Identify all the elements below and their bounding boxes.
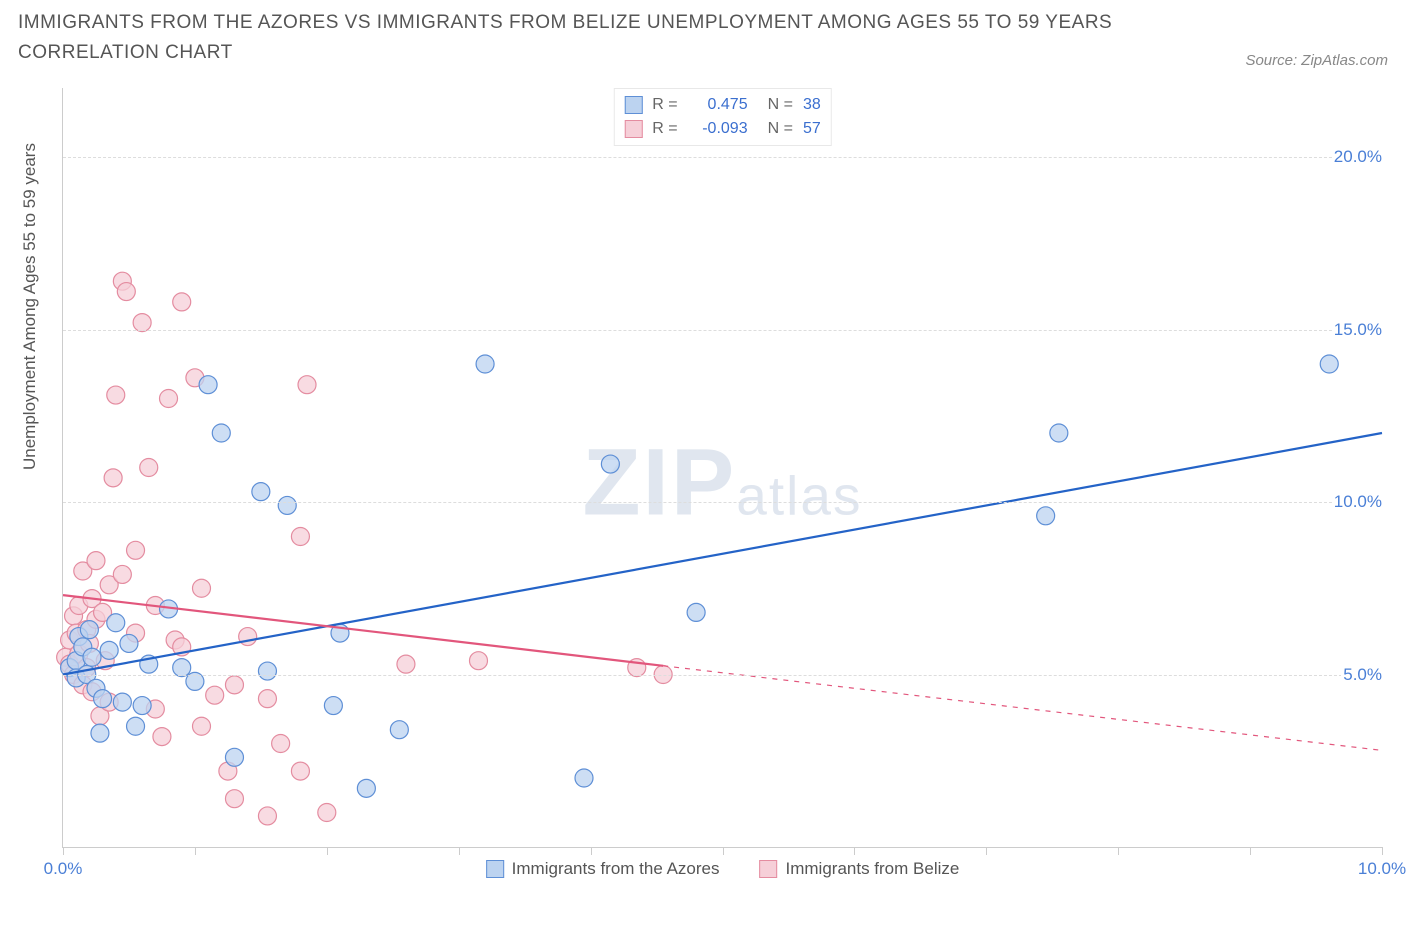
grid-line: [63, 502, 1382, 503]
data-point: [173, 293, 191, 311]
x-tick-mark: [854, 847, 855, 855]
data-point: [469, 652, 487, 670]
legend-stats: R = 0.475 N = 38 R = -0.093 N = 57: [613, 88, 831, 146]
data-point: [278, 496, 296, 514]
data-point: [252, 483, 270, 501]
data-point: [113, 565, 131, 583]
data-point: [258, 690, 276, 708]
data-point: [127, 541, 145, 559]
legend-swatch: [486, 860, 504, 878]
legend-r-label: R =: [652, 93, 677, 117]
data-point: [212, 424, 230, 442]
data-point: [476, 355, 494, 373]
data-point: [601, 455, 619, 473]
data-point: [160, 390, 178, 408]
data-point: [258, 662, 276, 680]
grid-line: [63, 675, 1382, 676]
data-point: [113, 693, 131, 711]
data-point: [1320, 355, 1338, 373]
data-point: [206, 686, 224, 704]
legend-series: Immigrants from the Azores Immigrants fro…: [486, 859, 960, 879]
data-point: [107, 614, 125, 632]
trend-line-dashed: [663, 666, 1382, 751]
legend-swatch: [624, 120, 642, 138]
x-tick-mark: [723, 847, 724, 855]
x-tick-mark: [327, 847, 328, 855]
legend-stat-row: R = 0.475 N = 38: [624, 93, 820, 117]
data-point: [687, 603, 705, 621]
data-point: [127, 717, 145, 735]
legend-label: Immigrants from Belize: [786, 859, 960, 879]
x-tick-mark: [1382, 847, 1383, 855]
data-point: [272, 735, 290, 753]
data-point: [91, 724, 109, 742]
data-point: [575, 769, 593, 787]
data-point: [225, 790, 243, 808]
x-tick-mark: [986, 847, 987, 855]
y-tick-label: 20.0%: [1332, 147, 1384, 167]
data-point: [225, 676, 243, 694]
data-point: [298, 376, 316, 394]
x-tick-label: 0.0%: [44, 859, 83, 879]
scatter-svg: [63, 88, 1382, 847]
x-tick-mark: [1118, 847, 1119, 855]
data-point: [83, 648, 101, 666]
data-point: [225, 748, 243, 766]
data-point: [1050, 424, 1068, 442]
y-tick-label: 5.0%: [1341, 665, 1384, 685]
x-tick-mark: [459, 847, 460, 855]
data-point: [107, 386, 125, 404]
trend-line: [63, 595, 663, 666]
data-point: [397, 655, 415, 673]
data-point: [117, 283, 135, 301]
y-axis-label: Unemployment Among Ages 55 to 59 years: [20, 143, 40, 470]
legend-swatch: [624, 96, 642, 114]
data-point: [324, 697, 342, 715]
legend-label: Immigrants from the Azores: [512, 859, 720, 879]
chart-plot-area: ZIPatlas R =0.475N =38R =-0.093N =57 Imm…: [62, 88, 1382, 848]
x-tick-mark: [1250, 847, 1251, 855]
legend-item: Immigrants from Belize: [760, 859, 960, 879]
data-point: [120, 634, 138, 652]
grid-line: [63, 157, 1382, 158]
x-tick-mark: [195, 847, 196, 855]
data-point: [357, 779, 375, 797]
legend-n-value: 57: [803, 117, 821, 141]
data-point: [94, 690, 112, 708]
legend-r-value: -0.093: [688, 117, 748, 141]
x-tick-mark: [63, 847, 64, 855]
legend-stat-row: R = -0.093 N = 57: [624, 117, 820, 141]
legend-r-label: R =: [652, 117, 677, 141]
data-point: [1037, 507, 1055, 525]
data-point: [318, 804, 336, 822]
data-point: [192, 579, 210, 597]
data-point: [104, 469, 122, 487]
y-tick-label: 15.0%: [1332, 320, 1384, 340]
x-tick-label: 10.0%: [1358, 859, 1406, 879]
data-point: [192, 717, 210, 735]
data-point: [80, 621, 98, 639]
data-point: [291, 762, 309, 780]
data-point: [100, 641, 118, 659]
data-point: [258, 807, 276, 825]
data-point: [87, 552, 105, 570]
legend-n-value: 38: [803, 93, 821, 117]
y-tick-label: 10.0%: [1332, 492, 1384, 512]
legend-r-value: 0.475: [688, 93, 748, 117]
legend-item: Immigrants from the Azores: [486, 859, 720, 879]
chart-title: IMMIGRANTS FROM THE AZORES VS IMMIGRANTS…: [18, 8, 1118, 69]
data-point: [199, 376, 217, 394]
data-point: [390, 721, 408, 739]
legend-n-label: N =: [768, 93, 793, 117]
x-tick-mark: [591, 847, 592, 855]
data-point: [291, 528, 309, 546]
legend-swatch: [760, 860, 778, 878]
grid-line: [63, 330, 1382, 331]
data-point: [133, 697, 151, 715]
data-point: [140, 459, 158, 477]
source-attribution: Source: ZipAtlas.com: [1245, 52, 1388, 69]
data-point: [153, 728, 171, 746]
legend-n-label: N =: [768, 117, 793, 141]
trend-line: [63, 433, 1382, 675]
